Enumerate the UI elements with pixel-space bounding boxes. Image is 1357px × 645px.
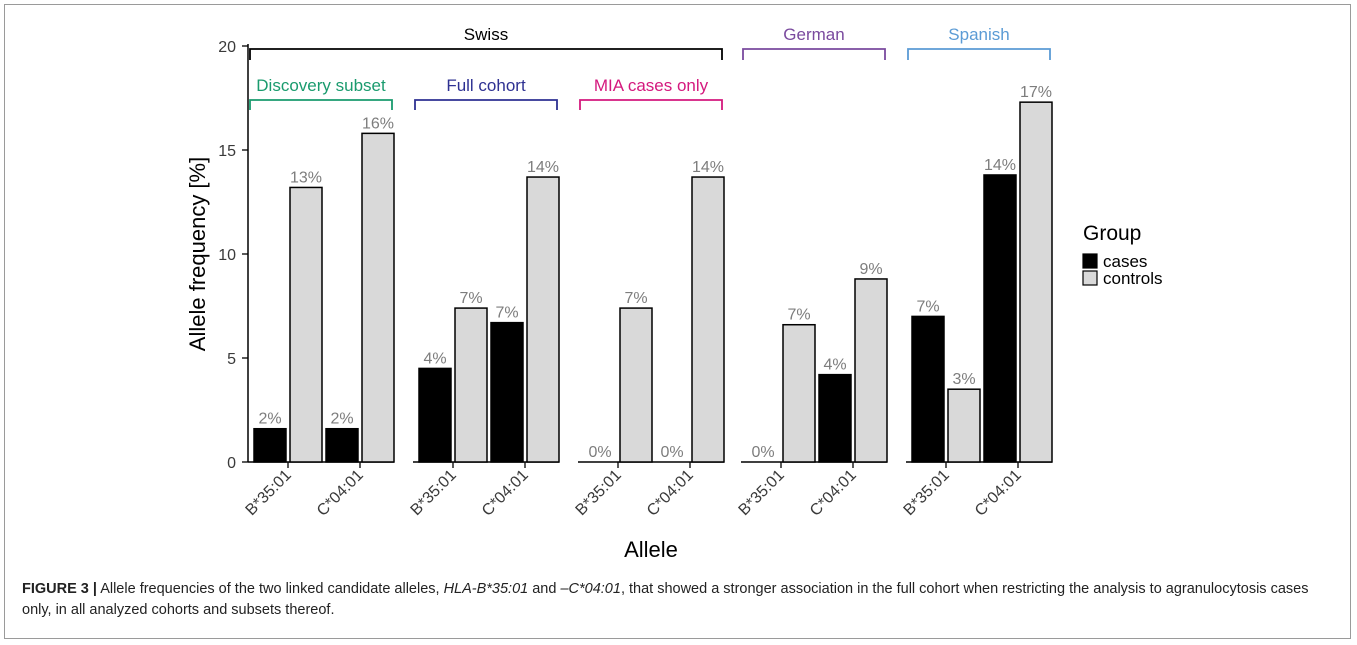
legend-title: Group — [1083, 222, 1141, 245]
bar-data-label: 14% — [692, 159, 724, 176]
subset-bracket-label: Discovery subset — [256, 76, 386, 95]
bar-data-label: 14% — [527, 159, 559, 176]
y-axis-title: Allele frequency [%] — [185, 157, 210, 351]
cohort-bracket — [907, 48, 1051, 60]
bar-data-label: 4% — [423, 350, 446, 367]
cohort-bracket-label: Spanish — [948, 25, 1009, 44]
bar-data-label: 7% — [916, 298, 939, 315]
x-tick-label: B*35:01 — [736, 467, 788, 519]
control-bar — [289, 186, 323, 463]
bar-data-label: 2% — [258, 411, 281, 428]
y-tick-label: 20 — [218, 39, 236, 56]
caption-label: FIGURE 3 | — [22, 581, 97, 597]
subset-bracket-label: MIA cases only — [594, 76, 709, 95]
legend-swatch-cases — [1082, 253, 1098, 269]
allele-frequency-chart: 0 5 10 15 20 Allele frequency [%] 2% 13% B*35:01… — [185, 25, 1163, 562]
x-tick-label: C*04:01 — [807, 467, 860, 520]
caption-text-3: , that showed a stronger association in … — [22, 581, 1309, 618]
bar-data-label: 9% — [859, 261, 882, 278]
bar-data-label: 2% — [330, 411, 353, 428]
control-bar — [619, 307, 653, 463]
cohort-bracket-label: German — [783, 25, 844, 44]
subset-bracket — [414, 99, 558, 110]
x-tick-label: B*35:01 — [901, 467, 953, 519]
case-bar — [818, 373, 852, 463]
cohort-bracket-label: Swiss — [464, 25, 508, 44]
y-tick-label: 15 — [218, 143, 236, 160]
y-tick-label: 5 — [227, 351, 236, 368]
control-bar — [854, 278, 888, 463]
control-bar — [691, 176, 725, 463]
x-tick-label: C*04:01 — [644, 467, 697, 520]
control-bar — [526, 176, 560, 463]
control-bar — [782, 323, 816, 463]
bar-data-label: 14% — [984, 157, 1016, 174]
control-bar — [1019, 101, 1053, 463]
x-tick-label: B*35:01 — [243, 467, 295, 519]
bar-data-label: 0% — [660, 444, 683, 461]
control-bar — [361, 132, 395, 463]
legend-swatch-controls — [1082, 270, 1098, 286]
x-tick-label: C*04:01 — [314, 467, 367, 520]
figure-caption: FIGURE 3 | Allele frequencies of the two… — [22, 579, 1340, 621]
case-bar — [911, 315, 945, 463]
legend-label-controls: controls — [1103, 269, 1163, 288]
bar-data-label: 7% — [624, 290, 647, 307]
figure-frame — [4, 4, 1351, 639]
x-axis-title: Allele — [624, 537, 678, 562]
caption-text-2: and — [528, 581, 561, 597]
bar-data-label: 7% — [787, 307, 810, 324]
legend-label-cases: cases — [1103, 252, 1147, 271]
case-bar — [325, 427, 359, 463]
subset-bracket — [249, 99, 393, 110]
case-bar — [253, 427, 287, 463]
control-bar — [454, 307, 488, 463]
bar-data-label: 17% — [1020, 84, 1052, 101]
caption-allele-c0401: –C*04:01 — [560, 581, 621, 597]
bar-data-label: 4% — [823, 357, 846, 374]
caption-text-1: Allele frequencies of the two linked can… — [96, 581, 444, 597]
bar-data-label: 7% — [495, 305, 518, 322]
y-tick-label: 0 — [227, 455, 236, 472]
subset-bracket-label: Full cohort — [446, 76, 526, 95]
bar-data-label: 7% — [459, 290, 482, 307]
cohort-bracket — [742, 48, 886, 60]
x-tick-label: C*04:01 — [972, 467, 1025, 520]
subset-bracket — [579, 99, 723, 110]
case-bar — [418, 367, 452, 463]
control-bar — [947, 388, 981, 463]
x-tick-label: B*35:01 — [408, 467, 460, 519]
caption-allele-b3501: HLA-B*35:01 — [443, 581, 529, 597]
bar-data-label: 16% — [362, 115, 394, 132]
case-bar — [983, 174, 1017, 463]
bar-data-label: 3% — [952, 371, 975, 388]
y-tick-label: 10 — [218, 247, 236, 264]
bar-data-label: 13% — [290, 169, 322, 186]
bar-data-label: 0% — [588, 444, 611, 461]
x-tick-label: B*35:01 — [573, 467, 625, 519]
bar-data-label: 0% — [751, 444, 774, 461]
cohort-bracket — [249, 48, 723, 60]
case-bar — [490, 321, 524, 463]
x-tick-label: C*04:01 — [479, 467, 532, 520]
